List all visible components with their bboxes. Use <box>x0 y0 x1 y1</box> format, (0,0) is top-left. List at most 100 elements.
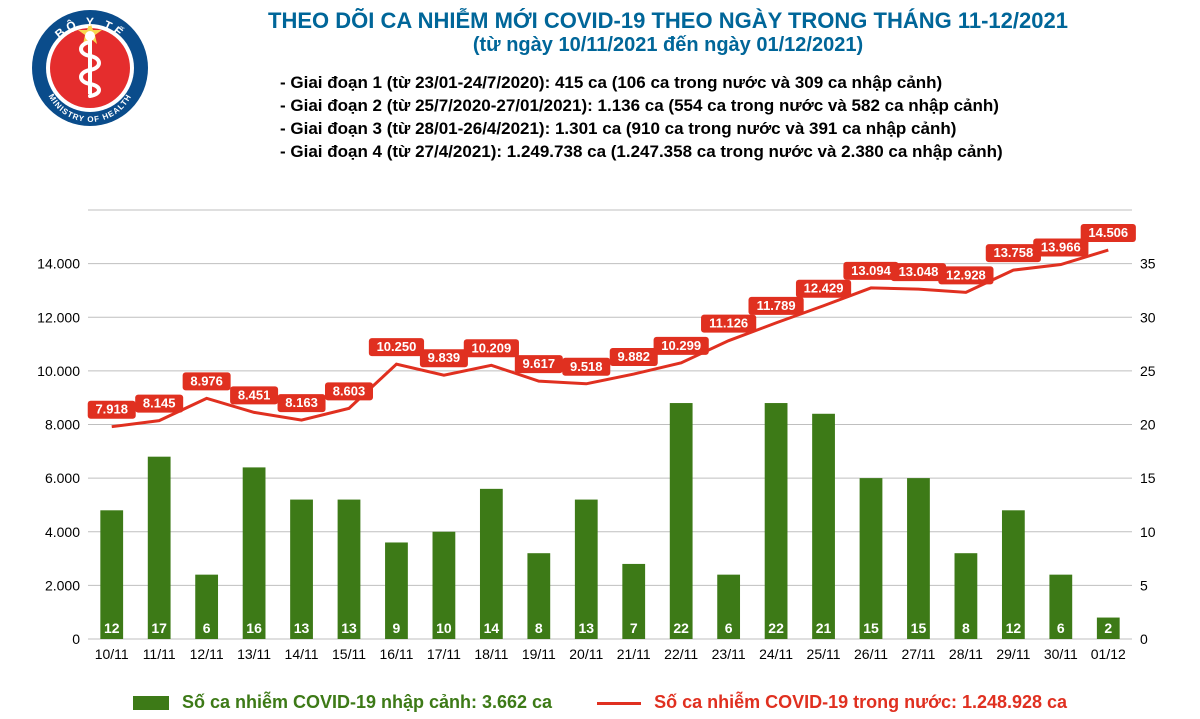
y-right-tick: 25 <box>1140 363 1156 379</box>
domestic-label: 8.145 <box>143 396 176 411</box>
chart-plot: 02.0004.0006.0008.00010.00012.00014.0000… <box>28 200 1172 669</box>
imported-bar-label: 16 <box>246 620 262 636</box>
y-left-tick: 6.000 <box>45 470 80 486</box>
imported-bar-label: 13 <box>341 620 357 636</box>
y-right-tick: 20 <box>1140 417 1156 433</box>
domestic-label: 9.882 <box>617 349 650 364</box>
x-tick: 15/11 <box>332 646 366 662</box>
imported-bar-label: 6 <box>725 620 733 636</box>
domestic-label: 10.209 <box>471 340 511 355</box>
imported-bar <box>765 403 788 639</box>
y-left-tick: 2.000 <box>45 577 80 593</box>
domestic-label: 13.094 <box>851 263 892 278</box>
x-tick: 20/11 <box>569 646 603 662</box>
x-tick: 26/11 <box>854 646 888 662</box>
domestic-label: 12.928 <box>946 267 986 282</box>
imported-bar <box>338 500 361 639</box>
x-tick: 29/11 <box>996 646 1030 662</box>
imported-bar-label: 22 <box>673 620 689 636</box>
domestic-label: 9.518 <box>570 359 603 374</box>
y-right-tick: 10 <box>1140 524 1156 540</box>
chart-title-line1: THEO DÕI CA NHIỄM MỚI COVID-19 THEO NGÀY… <box>160 8 1176 34</box>
imported-bar <box>148 457 171 639</box>
x-tick: 19/11 <box>522 646 556 662</box>
y-left-tick: 8.000 <box>45 417 80 433</box>
x-tick: 28/11 <box>949 646 983 662</box>
x-tick: 16/11 <box>379 646 413 662</box>
x-tick: 17/11 <box>427 646 461 662</box>
imported-bar <box>907 478 930 639</box>
imported-bar-label: 17 <box>151 620 167 636</box>
imported-bar-label: 10 <box>436 620 452 636</box>
domestic-label: 11.126 <box>709 316 748 331</box>
domestic-label: 13.048 <box>899 264 939 279</box>
imported-bar-label: 6 <box>203 620 211 636</box>
imported-bar-label: 21 <box>816 620 832 636</box>
domestic-label: 13.758 <box>993 245 1033 260</box>
legend-swatch-line <box>597 702 641 705</box>
x-tick: 14/11 <box>285 646 319 662</box>
imported-bar-label: 8 <box>535 620 543 636</box>
x-tick: 25/11 <box>807 646 841 662</box>
x-tick: 10/11 <box>95 646 129 662</box>
chart-legend: Số ca nhiễm COVID-19 nhập cảnh: 3.662 ca… <box>0 692 1200 713</box>
phase-line-3: - Giai đoạn 3 (từ 28/01-26/4/2021): 1.30… <box>280 118 1176 141</box>
imported-bar <box>575 500 598 639</box>
imported-bar-label: 12 <box>1006 620 1022 636</box>
imported-bar-label: 14 <box>484 620 500 636</box>
legend-swatch-bar <box>133 696 169 710</box>
y-left-tick: 0 <box>72 631 80 647</box>
phase-line-1: - Giai đoạn 1 (từ 23/01-24/7/2020): 415 … <box>280 72 1176 95</box>
x-tick: 24/11 <box>759 646 793 662</box>
imported-bar-label: 13 <box>578 620 594 636</box>
domestic-label: 8.163 <box>285 395 318 410</box>
x-tick: 27/11 <box>901 646 935 662</box>
imported-bar-label: 15 <box>911 620 927 636</box>
y-left-tick: 10.000 <box>37 363 80 379</box>
domestic-label: 8.976 <box>190 373 223 388</box>
imported-bar-label: 22 <box>768 620 784 636</box>
domestic-label: 8.451 <box>238 387 271 402</box>
domestic-label: 10.250 <box>377 339 417 354</box>
domestic-label: 14.506 <box>1088 225 1128 240</box>
domestic-label: 9.839 <box>428 350 461 365</box>
chart-title-block: THEO DÕI CA NHIỄM MỚI COVID-19 THEO NGÀY… <box>160 8 1176 57</box>
x-tick: 21/11 <box>617 646 651 662</box>
imported-bar-label: 6 <box>1057 620 1065 636</box>
domestic-label: 8.603 <box>333 383 366 398</box>
domestic-label: 13.966 <box>1041 240 1081 255</box>
x-tick: 11/11 <box>143 646 176 662</box>
x-tick: 12/11 <box>190 646 224 662</box>
domestic-label: 7.918 <box>95 402 128 417</box>
legend-line-text: Số ca nhiễm COVID-19 trong nước: 1.248.9… <box>654 692 1067 712</box>
imported-bar-label: 15 <box>863 620 879 636</box>
domestic-label: 12.429 <box>804 281 844 296</box>
imported-bar <box>290 500 313 639</box>
imported-bar-label: 8 <box>962 620 970 636</box>
y-left-tick: 4.000 <box>45 524 80 540</box>
y-right-tick: 5 <box>1140 577 1148 593</box>
x-tick: 22/11 <box>664 646 698 662</box>
domestic-label: 10.299 <box>661 338 701 353</box>
domestic-label: 9.617 <box>523 356 556 371</box>
x-tick: 18/11 <box>474 646 508 662</box>
imported-bar-label: 13 <box>294 620 310 636</box>
legend-bar-text: Số ca nhiễm COVID-19 nhập cảnh: 3.662 ca <box>182 692 552 712</box>
chart-title-line2: (từ ngày 10/11/2021 đến ngày 01/12/2021) <box>160 34 1176 57</box>
imported-bar-label: 9 <box>393 620 401 636</box>
y-right-tick: 35 <box>1140 256 1156 272</box>
imported-bar <box>243 467 266 639</box>
moh-logo: BỘ Y TẾ MINISTRY OF HEALTH <box>30 8 150 128</box>
x-tick: 30/11 <box>1044 646 1078 662</box>
imported-bar <box>860 478 883 639</box>
phase-summary: - Giai đoạn 1 (từ 23/01-24/7/2020): 415 … <box>280 72 1176 164</box>
y-right-tick: 15 <box>1140 470 1156 486</box>
domestic-label: 11.789 <box>757 298 796 313</box>
page-root: BỘ Y TẾ MINISTRY OF HEALTH THEO DÕI CA N… <box>0 0 1200 719</box>
imported-bar <box>670 403 693 639</box>
imported-bar-label: 2 <box>1104 620 1112 636</box>
imported-bar-label: 12 <box>104 620 120 636</box>
x-tick: 23/11 <box>712 646 746 662</box>
phase-line-4: - Giai đoạn 4 (từ 27/4/2021): 1.249.738 … <box>280 141 1176 164</box>
imported-bar-label: 7 <box>630 620 638 636</box>
